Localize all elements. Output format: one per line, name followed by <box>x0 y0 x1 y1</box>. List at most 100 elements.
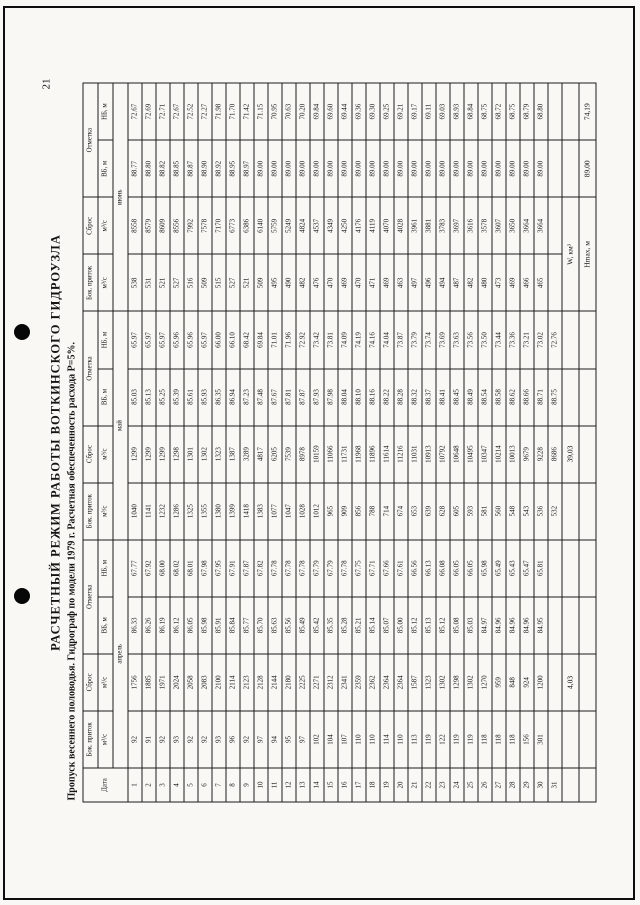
cell-value: 65.96 <box>170 311 184 369</box>
cell-value: 122 <box>436 710 450 768</box>
cell-empty <box>562 482 579 540</box>
table-row: 10 97 2128 85.70 67.82 1383 4817 87.48 69.84 509 6… <box>254 83 268 802</box>
table-head: Дата Бок. приток Сброс Отметка Бок. приток Сб… <box>83 83 128 802</box>
cell-value: 65.96 <box>184 311 198 369</box>
cell-date: 25 <box>464 767 478 802</box>
cell-value: 1141 <box>142 482 156 540</box>
cell-value: 88.62 <box>506 368 520 426</box>
cell-value: 11614 <box>380 425 394 483</box>
cell-value: 909 <box>338 482 352 540</box>
cell-value: 89.00 <box>310 140 324 198</box>
cell-value: 84.96 <box>520 596 534 654</box>
cell-value: 107 <box>338 710 352 768</box>
cell-value: 85.63 <box>268 596 282 654</box>
rotated-content: 21 РАСЧЕТНЫЙ РЕЖИМ РАБОТЫ ВОТКИНСКОГО ГИ… <box>41 75 616 895</box>
cell-value: 72.52 <box>184 83 198 141</box>
cell-value: 89.00 <box>296 140 310 198</box>
cell-value: 73.02 <box>534 311 548 369</box>
cell-value: 3961 <box>408 197 422 255</box>
cell-value: 1756 <box>128 653 142 711</box>
cell-value: 89.00 <box>534 140 548 198</box>
header-month: май <box>113 311 128 540</box>
cell-value: 68.72 <box>492 83 506 141</box>
cell-empty <box>562 140 579 198</box>
cell-value: 72.71 <box>156 83 170 141</box>
cell-value: 1047 <box>282 482 296 540</box>
cell-value: 88.41 <box>436 368 450 426</box>
cell-value: 848 <box>506 653 520 711</box>
cell-value: 88.97 <box>240 140 254 198</box>
table-row: 18 110 2362 85.14 67.71 788 11896 88.16 74.16 471… <box>366 83 380 802</box>
cell-value: 9228 <box>534 425 548 483</box>
cell-value: 8686 <box>548 425 562 483</box>
cell-value: 72.67 <box>170 83 184 141</box>
cell-value: 7578 <box>198 197 212 255</box>
header-row-months: апрель май июнь <box>113 83 128 802</box>
cell-value: 73.50 <box>478 311 492 369</box>
cell-value: 85.13 <box>142 368 156 426</box>
cell-value: 66.10 <box>226 311 240 369</box>
cell-value: 69.17 <box>408 83 422 141</box>
cell-date: 31 <box>548 767 562 802</box>
cell-value: 3607 <box>492 197 506 255</box>
table-row: 7 93 2100 85.91 67.95 1380 1323 86.35 66.00 515 71… <box>212 83 226 802</box>
header-month: апрель <box>113 539 128 768</box>
cell-value: 118 <box>478 710 492 768</box>
cell-value: 6205 <box>268 425 282 483</box>
cell-value: 3881 <box>422 197 436 255</box>
cell-value: 473 <box>492 254 506 312</box>
cell-value: 924 <box>520 653 534 711</box>
cell-hmax-lower: 74,19 <box>579 83 596 141</box>
cell-value: 88.28 <box>394 368 408 426</box>
summary-row-hmax: Нmax, м 89,00 74,19 <box>579 83 596 802</box>
cell-value: 65.43 <box>506 539 520 597</box>
table-row: 27 118 959 84.96 65.49 560 10214 88.58 73.44 473 3… <box>492 83 506 802</box>
table-body: 1 92 1756 86.33 67.77 1040 1299 85.03 65.97 538 85… <box>128 83 596 802</box>
cell-empty <box>579 596 596 654</box>
cell-value: 88.04 <box>338 368 352 426</box>
summary-hmax-label: Нmax, м <box>579 197 596 312</box>
hole-punch-top <box>14 324 30 340</box>
cell-value: 84.96 <box>492 596 506 654</box>
cell-value: 89.00 <box>520 140 534 198</box>
page-number: 21 <box>40 78 53 90</box>
cell-value: 85.39 <box>170 368 184 426</box>
cell-value: 2359 <box>352 653 366 711</box>
cell-value: 92 <box>156 710 170 768</box>
cell-value: 10495 <box>464 425 478 483</box>
cell-value: 87.23 <box>240 368 254 426</box>
cell-value: 1323 <box>422 653 436 711</box>
cell-date: 24 <box>450 767 464 802</box>
cell-value: 4349 <box>324 197 338 255</box>
header-month: июнь <box>113 83 128 312</box>
header-discharge: Сброс <box>83 653 98 711</box>
cell-value: 10013 <box>506 425 520 483</box>
cell-value: 72.92 <box>296 311 310 369</box>
cell-value: 515 <box>212 254 226 312</box>
cell-value: 114 <box>380 710 394 768</box>
cell-value: 89.00 <box>324 140 338 198</box>
cell-value: 67.78 <box>296 539 310 597</box>
cell-value: 86.94 <box>226 368 240 426</box>
cell-value: 87.98 <box>324 368 338 426</box>
cell-value: 73.79 <box>408 311 422 369</box>
cell-value: 482 <box>296 254 310 312</box>
cell-value: 67.78 <box>268 539 282 597</box>
cell-value: 73.56 <box>464 311 478 369</box>
cell-value: 88.10 <box>352 368 366 426</box>
table-row: 26 118 1270 84.97 65.98 581 10347 88.54 73.50 480… <box>478 83 492 802</box>
cell-value: 65.47 <box>520 539 534 597</box>
cell-value: 543 <box>520 482 534 540</box>
cell-value: 85.13 <box>422 596 436 654</box>
cell-value: 68.00 <box>156 539 170 597</box>
cell-value: 3578 <box>478 197 492 255</box>
header-unit-flow: м³/с <box>98 425 113 483</box>
cell-value: 516 <box>184 254 198 312</box>
cell-value: 119 <box>422 710 436 768</box>
cell-date: 14 <box>310 767 324 802</box>
cell-date: 28 <box>506 767 520 802</box>
cell-value: 67.82 <box>254 539 268 597</box>
cell-value: 1299 <box>142 425 156 483</box>
cell-value: 463 <box>394 254 408 312</box>
table-row: 12 95 2180 85.56 67.78 1047 7539 87.81 71.96 490 5… <box>282 83 296 802</box>
